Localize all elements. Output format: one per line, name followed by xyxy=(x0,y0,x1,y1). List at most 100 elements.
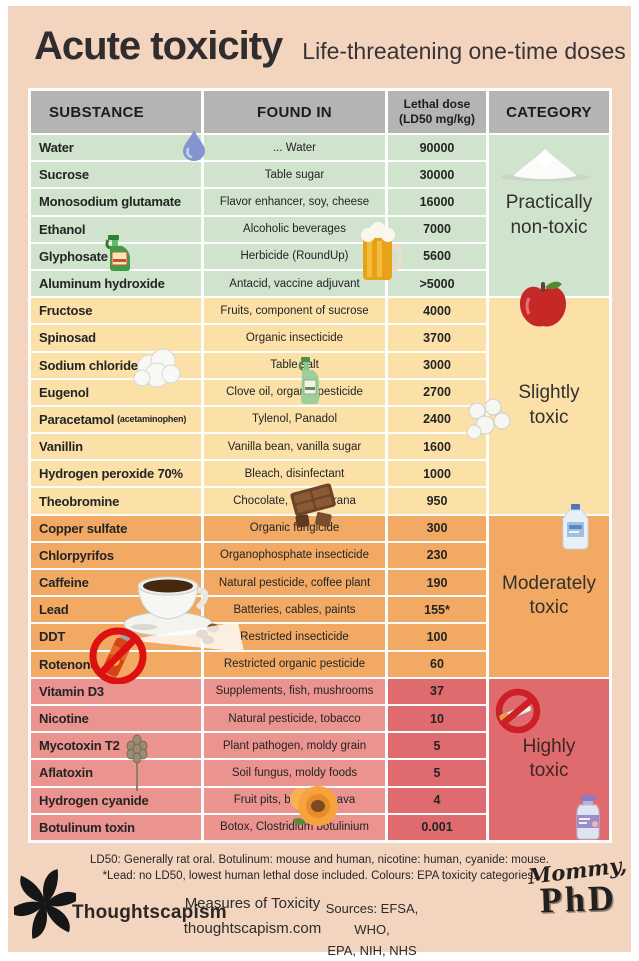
mommy-phd-badge: Mommy, PhD xyxy=(515,852,639,922)
substance-cell: Vanillin xyxy=(31,434,201,460)
dose-cell: 4000 xyxy=(388,298,486,324)
substance-cell: Lead xyxy=(31,597,201,623)
dose-cell: 60 xyxy=(388,651,486,677)
substance-cell: Theobromine xyxy=(31,488,201,514)
dose-cell: 5 xyxy=(388,760,486,786)
found-in-cell: Restricted organic pesticide xyxy=(204,651,385,677)
dose-cell: 30000 xyxy=(388,162,486,188)
poster-background: Acute toxicity Life-threatening one-time… xyxy=(8,6,631,958)
dose-cell: 3700 xyxy=(388,325,486,351)
dose-cell: 3000 xyxy=(388,352,486,378)
found-in-cell: Alcoholic beverages xyxy=(204,216,385,242)
found-in-cell: Chocolate, tea, guarana xyxy=(204,488,385,514)
dose-cell: 190 xyxy=(388,570,486,596)
category-cell-highly-toxic: Highly toxic xyxy=(489,678,609,840)
dose-cell: >5000 xyxy=(388,270,486,297)
dose-cell: 300 xyxy=(388,515,486,541)
dose-header-line2: (LD50 mg/kg) xyxy=(398,112,475,126)
substance-cell: Sucrose xyxy=(31,162,201,188)
substance-name: Paracetamol xyxy=(39,411,115,427)
substance-cell: Fructose xyxy=(31,298,201,324)
dose-cell: 100 xyxy=(388,624,486,650)
category-cell-slightly-toxic: Slightly toxic xyxy=(489,298,609,514)
found-in-cell: Natural pesticide, tobacco xyxy=(204,705,385,732)
found-in-cell: Plant pathogen, moldy grain xyxy=(204,733,385,759)
substance-cell: Spinosad xyxy=(31,325,201,351)
found-in-cell: Organic insecticide xyxy=(204,325,385,351)
footer-website: thoughtscapism.com xyxy=(183,919,322,937)
found-in-cell: Restricted insecticide xyxy=(204,624,385,650)
dose-cell: 4 xyxy=(388,787,486,813)
found-in-cell: Herbicide (RoundUp) xyxy=(204,243,385,269)
found-in-cell: Fruits, component of sucrose xyxy=(204,298,385,324)
found-in-cell: Table sugar xyxy=(204,162,385,188)
substance-cell: Aluminum hydroxide xyxy=(31,270,201,297)
substance-cell: Mycotoxin T2 xyxy=(31,733,201,759)
substance-cell: Rotenone xyxy=(31,651,201,677)
page-title: Acute toxicity xyxy=(34,24,283,68)
found-in-cell: Tylenol, Panadol xyxy=(204,406,385,433)
dose-cell: 5 xyxy=(388,733,486,759)
found-in-cell: ... Water xyxy=(204,135,385,161)
dose-cell: 1000 xyxy=(388,461,486,487)
dose-cell: 7000 xyxy=(388,216,486,242)
dose-cell: 155* xyxy=(388,597,486,623)
dose-cell: 950 xyxy=(388,488,486,514)
substance-note: (acetaminophen) xyxy=(117,414,187,425)
dose-cell: 230 xyxy=(388,542,486,568)
found-in-cell: Bleach, disinfectant xyxy=(204,461,385,487)
footnote-line2: *Lead: no LD50, lowest human lethal dose… xyxy=(102,870,537,883)
column-header-found-in: FOUND IN xyxy=(204,91,385,133)
dose-cell: 90000 xyxy=(388,135,486,161)
substance-cell: Aflatoxin xyxy=(31,760,201,786)
dose-cell: 37 xyxy=(388,678,486,704)
column-header-substance: SUBSTANCE xyxy=(31,91,201,133)
dose-header-line1: Lethal dose xyxy=(403,97,471,111)
column-header-lethal-dose: Lethal dose (LD50 mg/kg) xyxy=(388,91,486,133)
found-in-cell: Antacid, vaccine adjuvant xyxy=(204,270,385,297)
table-grid: SUBSTANCE FOUND IN Lethal dose (LD50 mg/… xyxy=(28,88,612,843)
footer-center: Measures of Toxicity thoughtscapism.com xyxy=(180,892,325,942)
found-in-cell: Clove oil, organic pesticide xyxy=(204,379,385,405)
substance-cell: Botulinum toxin xyxy=(31,814,201,840)
found-in-cell: Fruit pits, bitter cassava xyxy=(204,787,385,813)
thoughtscapism-flower-icon xyxy=(14,869,76,939)
found-in-cell: Organophosphate insecticide xyxy=(204,542,385,568)
toxicity-table: SUBSTANCE FOUND IN Lethal dose (LD50 mg/… xyxy=(28,88,612,843)
found-in-cell: Supplements, fish, mushrooms xyxy=(204,678,385,704)
sources-line1: Sources: EFSA, WHO, xyxy=(325,901,419,937)
dose-cell: 0.001 xyxy=(388,814,486,840)
substance-cell: Hydrogen peroxide 70% xyxy=(31,461,201,487)
found-in-cell: Vanilla bean, vanilla sugar xyxy=(204,434,385,460)
footnotes: LD50: Generally rat oral. Botulinum: mou… xyxy=(8,852,631,884)
column-header-category: CATEGORY xyxy=(489,91,609,133)
substance-cell: Copper sulfate xyxy=(31,515,201,541)
footer-tagline: Measures of Toxicity xyxy=(184,895,321,912)
substance-cell: Hydrogen cyanide xyxy=(31,787,201,813)
substance-cell: Caffeine xyxy=(31,570,201,596)
found-in-cell: Flavor enhancer, soy, cheese xyxy=(204,189,385,215)
sources-line2: EPA, NIH, NHS xyxy=(327,942,417,958)
found-in-cell: Organic fungicide xyxy=(204,515,385,541)
poster-header: Acute toxicity Life-threatening one-time… xyxy=(34,24,626,69)
found-in-cell: Table salt xyxy=(204,352,385,378)
category-cell-practically-non-toxic: Practically non-toxic xyxy=(489,135,609,297)
substance-cell: Chlorpyrifos xyxy=(31,542,201,568)
substance-cell: Water xyxy=(31,135,201,161)
found-in-cell: Batteries, cables, paints xyxy=(204,597,385,623)
substance-cell: Ethanol xyxy=(31,216,201,242)
substance-cell: Glyphosate xyxy=(31,243,201,269)
substance-cell: Sodium chloride xyxy=(31,352,201,378)
substance-cell: Eugenol xyxy=(31,379,201,405)
found-in-cell: Natural pesticide, coffee plant xyxy=(204,570,385,596)
dose-cell: 10 xyxy=(388,705,486,732)
footnote-line1: LD50: Generally rat oral. Botulinum: mou… xyxy=(90,854,549,866)
substance-cell: Monosodium glutamate xyxy=(31,189,201,215)
dose-cell: 16000 xyxy=(388,189,486,215)
brand-name: Thoughtscapism xyxy=(72,902,227,923)
substance-cell: Nicotine xyxy=(31,705,201,732)
dose-cell: 2400 xyxy=(388,406,486,433)
substance-cell: Paracetamol (acetaminophen) xyxy=(31,406,201,433)
substance-cell: Vitamin D3 xyxy=(31,678,201,704)
dose-cell: 2700 xyxy=(388,379,486,405)
